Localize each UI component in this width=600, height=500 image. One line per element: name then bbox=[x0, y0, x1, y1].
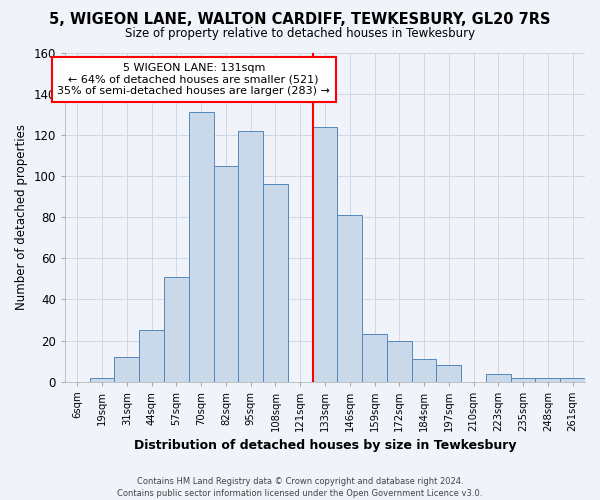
Bar bbox=[238, 130, 263, 382]
Bar bbox=[263, 184, 288, 382]
Bar bbox=[387, 340, 412, 382]
Bar bbox=[90, 378, 115, 382]
Text: 5 WIGEON LANE: 131sqm
← 64% of detached houses are smaller (521)
35% of semi-det: 5 WIGEON LANE: 131sqm ← 64% of detached … bbox=[57, 63, 330, 96]
Text: Contains HM Land Registry data © Crown copyright and database right 2024.
Contai: Contains HM Land Registry data © Crown c… bbox=[118, 476, 482, 498]
Bar bbox=[115, 357, 139, 382]
Bar bbox=[214, 166, 238, 382]
Text: Size of property relative to detached houses in Tewkesbury: Size of property relative to detached ho… bbox=[125, 28, 475, 40]
Bar bbox=[139, 330, 164, 382]
Bar bbox=[337, 215, 362, 382]
Bar bbox=[511, 378, 535, 382]
Bar bbox=[412, 359, 436, 382]
Text: 5, WIGEON LANE, WALTON CARDIFF, TEWKESBURY, GL20 7RS: 5, WIGEON LANE, WALTON CARDIFF, TEWKESBU… bbox=[49, 12, 551, 28]
Bar bbox=[189, 112, 214, 382]
Bar bbox=[313, 126, 337, 382]
Bar bbox=[362, 334, 387, 382]
X-axis label: Distribution of detached houses by size in Tewkesbury: Distribution of detached houses by size … bbox=[134, 440, 516, 452]
Y-axis label: Number of detached properties: Number of detached properties bbox=[15, 124, 28, 310]
Bar bbox=[535, 378, 560, 382]
Bar bbox=[436, 366, 461, 382]
Bar bbox=[164, 277, 189, 382]
Bar bbox=[560, 378, 585, 382]
Bar bbox=[486, 374, 511, 382]
